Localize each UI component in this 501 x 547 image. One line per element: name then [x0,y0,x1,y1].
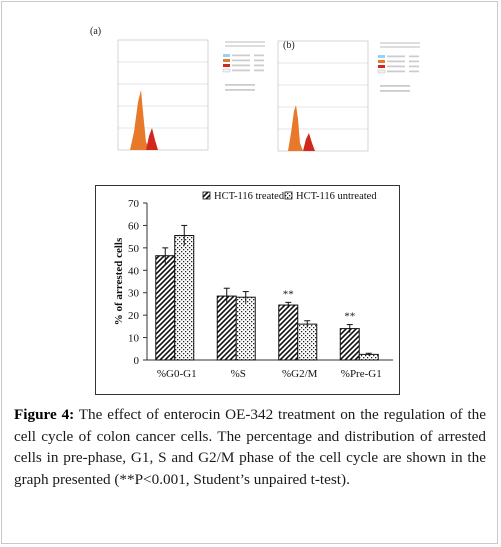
x-category-label: %Pre-G1 [341,368,382,380]
y-tick-label: 50 [128,243,140,255]
legend-swatch-treated [202,191,211,200]
y-tick-label: 0 [134,355,140,367]
bar-treated [339,328,360,361]
caption-label: Figure 4: [14,406,75,423]
bar-untreated [297,323,318,361]
y-tick-label: 60 [128,220,140,232]
legend-swatch-untreated [284,191,293,200]
g1-peak-b [288,105,303,151]
caption-text: The effect of enterocin OE-342 treatment… [14,406,486,488]
bar-chart-svg: 0 10 20 30 40 50 60 70 % of arrested cells %G0-G1… [95,185,400,395]
y-tick-label: 70 [128,198,140,210]
significance-marker: ** [344,311,355,323]
x-category-label: %G0-G1 [157,368,197,380]
flow-histogram-a-svg [117,39,265,151]
flow-histogram-b-svg [277,40,420,152]
y-axis-label: % of arrested cells [113,237,125,325]
g2-peak-b [303,133,315,151]
bar-treated [155,255,176,361]
legend-label-treated: HCT-116 treated [214,191,285,202]
bar-untreated [174,235,195,361]
bar-treated [278,304,299,361]
g2-peak-a [146,128,158,150]
legend-label-untreated: HCT-116 untreated [296,191,377,202]
y-tick-label: 10 [128,333,140,345]
panel-a-label: (a) [90,26,102,37]
bar-chart: 0 10 20 30 40 50 60 70 % of arrested cells %G0-G1… [95,185,400,395]
bar-treated [216,295,237,361]
y-tick-label: 30 [128,288,140,300]
panel-b-label: (b) [283,40,295,51]
bar-untreated [235,296,256,361]
figure-caption: Figure 4: The effect of enterocin OE-342… [14,404,486,490]
flow-histogram-a [100,32,310,162]
flow-histogram-b [260,33,470,163]
g1-peak-a [130,90,150,150]
x-category-label: %S [231,368,246,380]
significance-marker: ** [283,288,294,300]
x-category-label: %G2/M [282,368,318,380]
y-tick-label: 40 [128,265,140,277]
y-tick-label: 20 [128,310,140,322]
